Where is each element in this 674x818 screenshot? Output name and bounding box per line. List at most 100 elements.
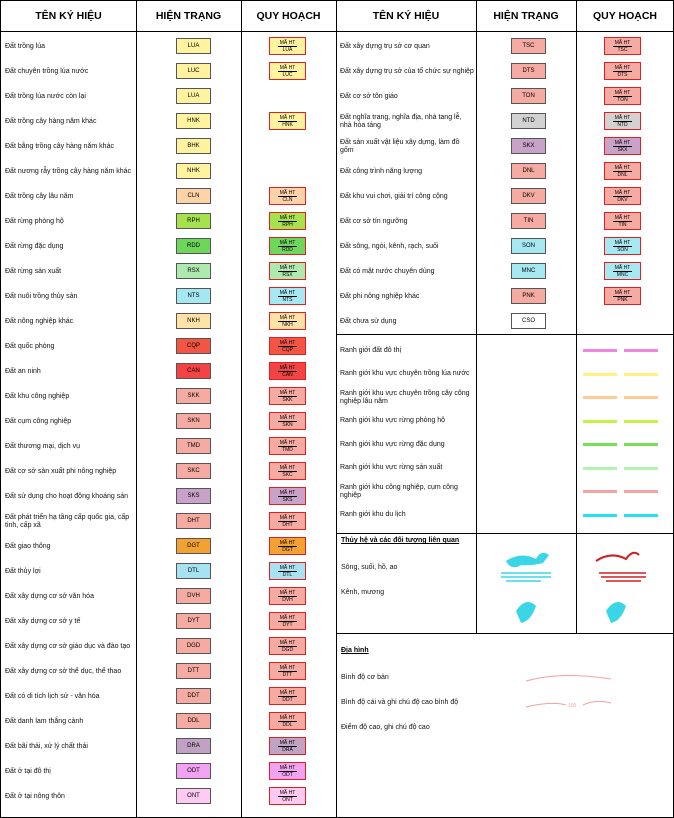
- plan-code-label: MÃ HT: [278, 540, 297, 547]
- plan-symbol: MÃ HT TMD: [269, 437, 306, 455]
- plan-symbol: MÃ HT ONT: [269, 787, 306, 805]
- land-use-name: Đất phi nông nghiệp khác: [340, 292, 420, 300]
- column-header: QUY HOẠCH: [256, 10, 321, 22]
- current-symbol: NTD: [511, 113, 546, 129]
- land-use-name: Đất ở tại đô thị: [5, 767, 51, 775]
- boundary-name: Ranh giới khu vực chuyên trồng cây công …: [340, 389, 470, 405]
- current-symbol: NHK: [176, 163, 211, 179]
- current-symbol: RPH: [176, 213, 211, 229]
- plan-code: CAN: [282, 372, 293, 378]
- boundary-line: [583, 466, 665, 470]
- plan-code-label: MÃ HT: [278, 65, 297, 72]
- plan-code-label: MÃ HT: [613, 290, 632, 297]
- plan-code: PNK: [617, 297, 628, 303]
- current-symbol: NTS: [176, 288, 211, 304]
- plan-code: DTL: [282, 572, 293, 578]
- current-symbol: DTL: [176, 563, 211, 579]
- column-rule: [241, 1, 242, 817]
- plan-code: ONT: [282, 797, 293, 803]
- boundary-line: [583, 419, 665, 423]
- land-use-name: Đất ở tại nông thôn: [5, 792, 65, 800]
- plan-symbol: MÃ HT DTT: [269, 662, 306, 680]
- current-symbol: DYT: [176, 613, 211, 629]
- plan-symbol: MÃ HT TSC: [604, 37, 641, 55]
- land-use-name: Đất trồng cây lâu năm: [5, 192, 74, 200]
- land-use-name: Đất phát triển hạ tầng cấp quốc gia, cấp…: [5, 513, 130, 529]
- current-symbol: SKK: [176, 388, 211, 404]
- plan-code-label: MÃ HT: [278, 190, 297, 197]
- plan-code-label: MÃ HT: [613, 165, 632, 172]
- plan-code: NKH: [282, 322, 293, 328]
- plan-code-label: MÃ HT: [613, 115, 632, 122]
- plan-code: DDT: [282, 697, 293, 703]
- current-symbol: TIN: [511, 213, 546, 229]
- plan-code-label: MÃ HT: [613, 265, 632, 272]
- plan-symbol: MÃ HT TIN: [604, 212, 641, 230]
- plan-code-label: MÃ HT: [278, 240, 297, 247]
- current-symbol: TSC: [511, 38, 546, 54]
- plan-code-label: MÃ HT: [278, 365, 297, 372]
- current-symbol: LUC: [176, 63, 211, 79]
- land-use-name: Đất danh lam thắng cảnh: [5, 717, 84, 725]
- current-symbol: LUA: [176, 38, 211, 54]
- plan-symbol: MÃ HT CQP: [269, 337, 306, 355]
- land-use-name: Đất cơ sở sản xuất phi nông nghiệp: [5, 467, 117, 475]
- current-symbol: DGT: [176, 538, 211, 554]
- plan-symbol: MÃ HT DTL: [269, 562, 306, 580]
- hydro-name: Kênh, mương: [341, 589, 385, 596]
- plan-code: DNL: [617, 172, 628, 178]
- plan-code-label: MÃ HT: [278, 690, 297, 697]
- plan-code-label: MÃ HT: [278, 40, 297, 47]
- land-use-name: Đất xây dựng cơ sở y tế: [5, 617, 81, 625]
- plan-symbol: MÃ HT SKX: [604, 137, 641, 155]
- land-use-name: Đất nông nghiệp khác: [5, 317, 74, 325]
- current-symbol: CAN: [176, 363, 211, 379]
- current-symbol: DDL: [176, 713, 211, 729]
- land-use-name: Đất sản xuất vật liệu xây dựng, làm đồ g…: [340, 138, 460, 154]
- plan-symbol: MÃ HT CLN: [269, 187, 306, 205]
- plan-symbol: MÃ HT DKV: [604, 187, 641, 205]
- plan-symbol: MÃ HT CAN: [269, 362, 306, 380]
- plan-code-label: MÃ HT: [278, 215, 297, 222]
- plan-symbol: MÃ HT DTS: [604, 62, 641, 80]
- plan-code: RSX: [282, 272, 293, 278]
- plan-symbol: MÃ HT SKC: [269, 462, 306, 480]
- plan-code-label: MÃ HT: [278, 340, 297, 347]
- plan-code: NTS: [282, 297, 293, 303]
- current-symbol: TON: [511, 88, 546, 104]
- land-use-name: Đất có di tích lịch sử - văn hóa: [5, 692, 100, 700]
- boundary-line: [583, 372, 665, 376]
- current-symbol: MNC: [511, 263, 546, 279]
- column-header: TÊN KÝ HIỆU: [35, 10, 102, 22]
- plan-symbol: MÃ HT NTD: [604, 112, 641, 130]
- land-use-name: Đất rừng phòng hộ: [5, 217, 64, 225]
- section-rule: [336, 633, 673, 634]
- plan-symbol: MÃ HT SKN: [269, 412, 306, 430]
- plan-symbol: MÃ HT RSX: [269, 262, 306, 280]
- plan-symbol: MÃ HT HNK: [269, 112, 306, 130]
- plan-code-label: MÃ HT: [613, 65, 632, 72]
- land-use-name: Đất cụm công nghiệp: [5, 417, 72, 425]
- current-symbol: BHK: [176, 138, 211, 154]
- column-header: TÊN KÝ HIỆU: [372, 10, 440, 22]
- column-rule: [336, 1, 337, 817]
- boundary-name: Ranh giới khu du lịch: [340, 511, 406, 518]
- plan-symbol: MÃ HT PNK: [604, 287, 641, 305]
- plan-code-label: MÃ HT: [278, 440, 297, 447]
- plan-symbol: MÃ HT DYT: [269, 612, 306, 630]
- plan-code: DVH: [282, 597, 293, 603]
- plan-code: DDL: [282, 722, 293, 728]
- current-symbol: DDT: [176, 688, 211, 704]
- land-use-name: Đất xây dựng trụ sở của tổ chức sự nghiệ…: [340, 67, 474, 75]
- plan-symbol: MÃ HT DVH: [269, 587, 306, 605]
- land-use-name: Đất xây dựng trụ sở cơ quan: [340, 42, 430, 50]
- current-symbol: PNK: [511, 288, 546, 304]
- boundary-line: [583, 513, 665, 517]
- current-symbol: DTS: [511, 63, 546, 79]
- current-symbol: DGD: [176, 638, 211, 654]
- plan-code: SKX: [617, 147, 628, 153]
- current-symbol: CQP: [176, 338, 211, 354]
- current-symbol: RSX: [176, 263, 211, 279]
- plan-code: CQP: [282, 347, 293, 353]
- plan-code: TMD: [282, 447, 293, 453]
